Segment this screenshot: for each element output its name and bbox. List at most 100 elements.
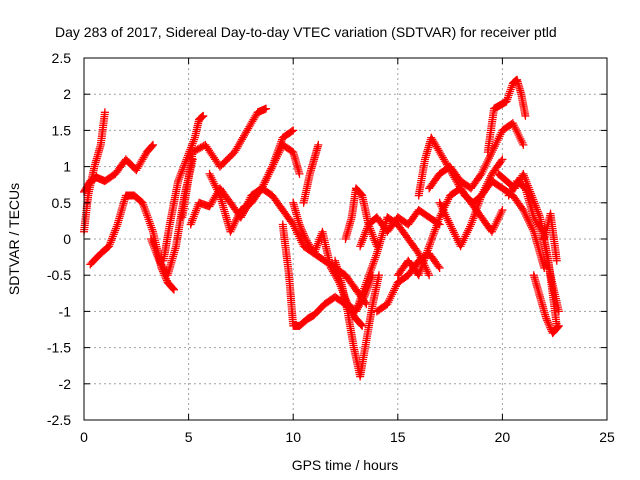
data-point bbox=[243, 199, 252, 208]
y-axis-label: SDTVAR / TECUs bbox=[6, 183, 22, 295]
data-point bbox=[356, 320, 365, 329]
data-point bbox=[233, 213, 242, 222]
data-point bbox=[494, 213, 503, 222]
series-arc-12 bbox=[299, 140, 323, 207]
data-point bbox=[443, 214, 452, 223]
data-point bbox=[313, 241, 322, 250]
data-point bbox=[368, 230, 377, 239]
data-point bbox=[521, 209, 530, 218]
data-point bbox=[313, 239, 322, 248]
series-arc-18 bbox=[393, 184, 507, 280]
data-point bbox=[105, 242, 114, 251]
data-point bbox=[174, 175, 183, 184]
data-point bbox=[148, 238, 157, 247]
data-point bbox=[190, 135, 199, 144]
series-arc-20 bbox=[425, 119, 528, 193]
data-point bbox=[260, 178, 269, 187]
data-point bbox=[437, 202, 446, 211]
data-point bbox=[205, 169, 214, 178]
x-tick-label: 25 bbox=[599, 429, 615, 445]
data-point bbox=[227, 225, 236, 234]
data-point bbox=[517, 136, 526, 145]
data-point bbox=[491, 219, 500, 228]
data-point bbox=[359, 234, 368, 243]
data-point bbox=[504, 91, 513, 100]
chart-title: Day 283 of 2017, Sidereal Day-to-day VTE… bbox=[55, 24, 557, 40]
data-point bbox=[525, 219, 534, 228]
data-point bbox=[554, 321, 563, 330]
data-point bbox=[446, 220, 455, 229]
data-point bbox=[489, 223, 498, 232]
data-point bbox=[498, 206, 507, 215]
data-point bbox=[289, 126, 298, 135]
data-point bbox=[511, 125, 520, 134]
data-point bbox=[147, 142, 156, 151]
data-point bbox=[389, 288, 398, 297]
data-point bbox=[108, 232, 117, 241]
data-point bbox=[146, 235, 155, 243]
data-point bbox=[494, 134, 503, 143]
data-point bbox=[463, 228, 472, 237]
data-point bbox=[488, 225, 497, 234]
y-tick-label: 0.5 bbox=[52, 195, 72, 211]
data-point bbox=[238, 209, 247, 218]
data-point bbox=[458, 238, 467, 247]
data-point bbox=[482, 159, 491, 168]
data-point bbox=[262, 104, 271, 113]
data-point bbox=[177, 169, 186, 178]
data-point bbox=[440, 208, 449, 217]
data-point bbox=[384, 298, 393, 307]
data-point bbox=[423, 267, 432, 276]
data-point bbox=[495, 132, 504, 141]
y-tick-label: -1 bbox=[59, 303, 72, 319]
data-point bbox=[527, 223, 536, 232]
data-point bbox=[297, 224, 306, 233]
data-point bbox=[358, 236, 367, 245]
data-point bbox=[385, 296, 394, 305]
data-point bbox=[520, 173, 529, 182]
data-point bbox=[209, 177, 218, 186]
data-point bbox=[359, 232, 368, 241]
data-point bbox=[177, 167, 186, 176]
data-point bbox=[490, 221, 499, 230]
data-point bbox=[188, 216, 197, 225]
data-point bbox=[178, 165, 187, 174]
data-point bbox=[297, 225, 306, 234]
data-point bbox=[311, 245, 320, 254]
data-point bbox=[552, 256, 561, 265]
data-point bbox=[109, 230, 118, 239]
data-point bbox=[356, 240, 365, 249]
data-point bbox=[438, 204, 447, 213]
data-point bbox=[524, 215, 533, 224]
data-point bbox=[389, 286, 398, 295]
data-point bbox=[509, 121, 518, 130]
data-point bbox=[445, 218, 454, 227]
data-point bbox=[414, 249, 423, 258]
series-arc-22 bbox=[483, 75, 530, 157]
data-point bbox=[232, 215, 241, 224]
data-point bbox=[261, 176, 270, 185]
data-point bbox=[439, 206, 448, 215]
data-point bbox=[190, 210, 199, 219]
data-point bbox=[497, 208, 506, 217]
data-point bbox=[215, 189, 224, 198]
data-point bbox=[479, 165, 488, 174]
data-point bbox=[374, 271, 383, 280]
data-point bbox=[370, 236, 379, 245]
data-point bbox=[206, 171, 215, 180]
data-point bbox=[522, 211, 531, 220]
data-point bbox=[554, 307, 563, 316]
data-point bbox=[520, 208, 529, 217]
data-point bbox=[314, 140, 323, 149]
x-tick-label: 0 bbox=[80, 429, 88, 445]
data-point bbox=[263, 172, 272, 181]
data-point bbox=[386, 294, 395, 303]
data-point bbox=[460, 234, 469, 243]
data-point bbox=[442, 199, 451, 208]
data-point bbox=[450, 230, 459, 239]
data-point bbox=[434, 262, 443, 271]
data-point bbox=[525, 217, 534, 226]
data-point bbox=[444, 195, 453, 204]
data-point bbox=[493, 215, 502, 224]
y-tick-label: -2.5 bbox=[47, 412, 71, 428]
